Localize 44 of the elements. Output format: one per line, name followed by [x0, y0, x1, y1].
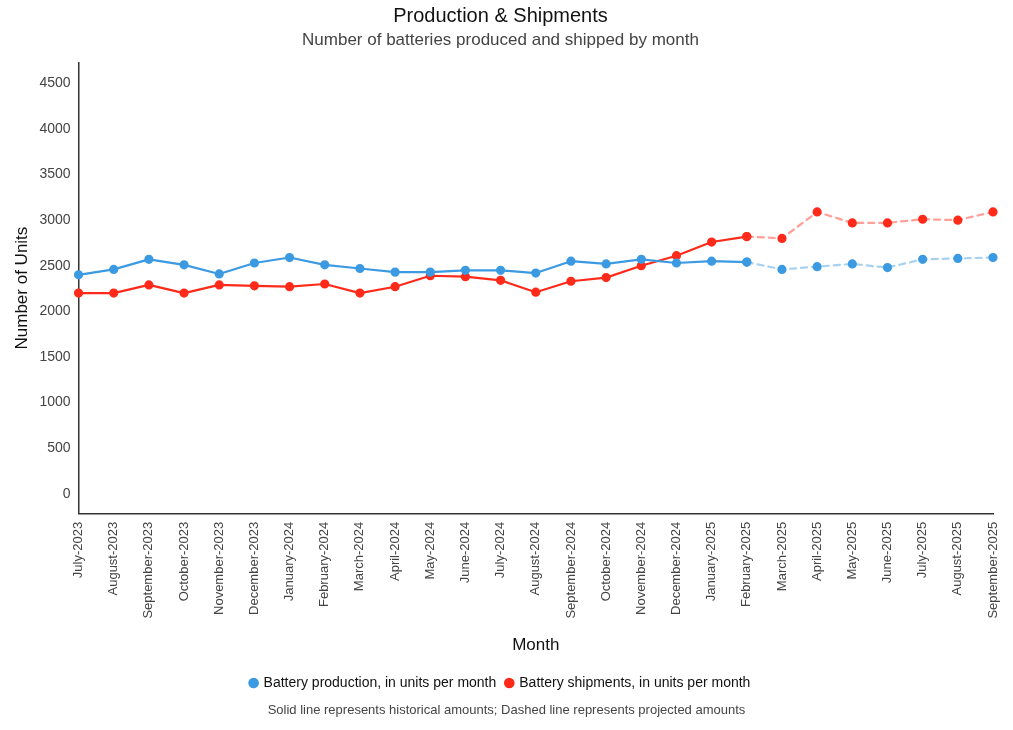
x-tick-label: February-2025	[738, 521, 754, 608]
x-tick-label: August-2025	[949, 521, 965, 596]
x-tick-label: October-2023	[175, 521, 191, 602]
x-tick-label: December-2023	[245, 521, 261, 615]
x-tick-label: June-2024	[457, 521, 473, 584]
x-tick-label: May-2025	[843, 521, 859, 580]
y-tick-label: 4000	[39, 119, 71, 136]
y-tick-label: 2500	[39, 256, 71, 273]
x-tick-label: January-2024	[281, 521, 297, 602]
x-tick-label: July-2024	[492, 521, 508, 579]
x-tick-label: April-2025	[808, 521, 824, 582]
text: Solid line represents historical amounts; Dashed line represents projected amounts	[266, 702, 747, 717]
x-tick-label: September-2025	[984, 521, 1000, 619]
x-tick-label: January-2025	[703, 521, 719, 602]
x-tick-label: August-2024	[527, 521, 543, 596]
y-axis-title: Number of Units	[11, 226, 31, 350]
x-tick-label: November-2023	[210, 521, 226, 615]
x-tick-label: October-2024	[597, 521, 613, 602]
x-tick-label: February-2024	[316, 521, 332, 608]
y-tick-label: 3500	[39, 165, 71, 182]
x-tick-label: December-2024	[668, 521, 684, 615]
y-tick-label: 3000	[39, 211, 71, 228]
x-tick-label: March-2025	[773, 521, 789, 592]
y-tick-label: 0	[62, 484, 71, 501]
y-tick-label: 4500	[39, 74, 71, 91]
x-tick-label: November-2024	[632, 521, 648, 615]
y-tick-label: 500	[47, 438, 71, 455]
x-tick-label: July-2023	[70, 521, 86, 579]
chart-subtitle: Number of batteries produced and shipped by month	[302, 29, 699, 49]
y-tick-label: 2000	[39, 302, 71, 319]
x-tick-label: August-2023	[105, 521, 121, 596]
x-tick-label: July-2025	[914, 521, 930, 579]
chart-title: Production & Shipments	[393, 3, 608, 26]
x-tick-label: April-2024	[386, 521, 402, 582]
x-axis-title: Month	[512, 635, 560, 655]
x-tick-label: March-2024	[351, 521, 367, 592]
x-tick-label: June-2025	[879, 521, 895, 584]
x-tick-label: May-2024	[421, 521, 437, 580]
y-tick-label: 1500	[39, 347, 71, 364]
x-tick-label: September-2023	[140, 521, 156, 619]
y-tick-label: 1000	[39, 393, 71, 410]
legend-label: Battery production, in units per month	[263, 673, 497, 690]
x-tick-label: September-2024	[562, 521, 578, 619]
legend-label: Battery shipments, in units per month	[519, 673, 751, 690]
